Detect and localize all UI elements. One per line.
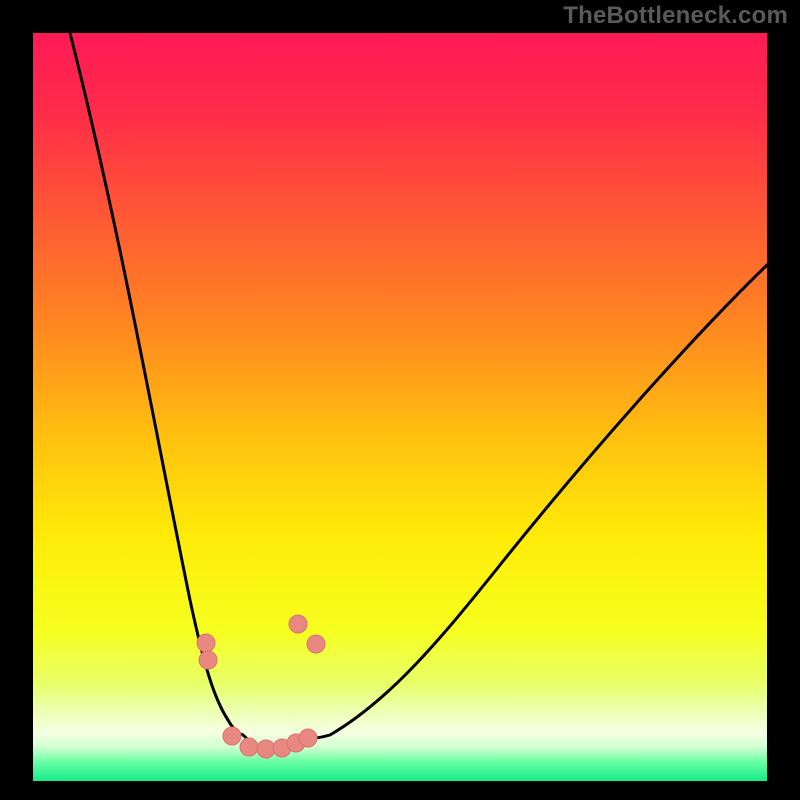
data-marker bbox=[307, 635, 325, 653]
chart-frame: TheBottleneck.com bbox=[0, 0, 800, 800]
data-marker bbox=[199, 651, 217, 669]
curve-layer bbox=[0, 0, 800, 800]
bottleneck-curve bbox=[300, 265, 767, 739]
data-marker bbox=[223, 727, 241, 745]
data-marker bbox=[197, 634, 215, 652]
marker-group bbox=[197, 615, 325, 758]
data-marker bbox=[240, 738, 258, 756]
watermark-text: TheBottleneck.com bbox=[563, 2, 788, 30]
data-marker bbox=[257, 740, 275, 758]
bottleneck-curve bbox=[70, 33, 243, 735]
data-marker bbox=[299, 729, 317, 747]
data-marker bbox=[289, 615, 307, 633]
